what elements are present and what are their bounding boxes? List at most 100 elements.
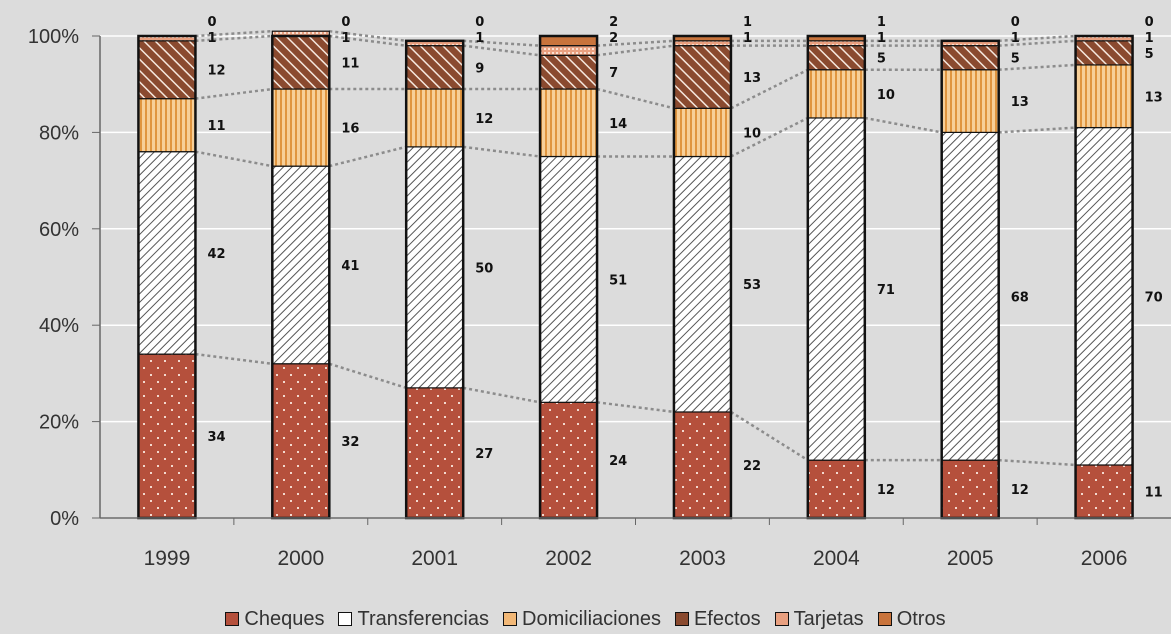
y-tick-label: 0% (50, 508, 79, 530)
trend-transferencias (195, 150, 273, 168)
legend-label-domiciliaciones: Domiciliaciones (522, 607, 661, 630)
bar-efectos-2005 (941, 45, 1000, 71)
bar-efectos-2003 (673, 45, 732, 109)
data-label-cheques-1999: 34 (207, 430, 225, 445)
y-tick-label: 60% (39, 219, 79, 241)
data-label-domiciliaciones-1999: 11 (207, 119, 225, 134)
trend-tarjetas (998, 34, 1076, 43)
data-label-tarjetas-2000: 1 (341, 31, 350, 46)
trend-efectos (329, 34, 407, 47)
bar-cheques-2002 (539, 401, 598, 519)
data-label-efectos-2006: 5 (1145, 47, 1154, 62)
bar-efectos-2006 (1074, 40, 1134, 66)
bar-tarjetas-2002 (539, 45, 598, 56)
data-label-domiciliaciones-2000: 16 (341, 122, 359, 137)
bar-domiciliaciones-2004 (807, 69, 866, 119)
y-tick-label: 40% (39, 315, 79, 337)
data-label-efectos-1999: 12 (207, 64, 225, 79)
bar-transferencias-2004 (807, 117, 866, 461)
data-label-otros-2003: 1 (743, 15, 752, 30)
data-label-transferencias-2002: 51 (609, 273, 627, 288)
data-label-tarjetas-2005: 1 (1011, 31, 1020, 46)
bar-transferencias-2001 (405, 146, 464, 389)
trend-efectos (195, 34, 273, 43)
data-label-efectos-2004: 5 (877, 52, 886, 67)
trend-cheques (328, 362, 407, 390)
legend-item-efectos: Efectos (674, 608, 761, 631)
data-label-efectos-2000: 11 (341, 57, 359, 72)
trend-lines (195, 29, 1076, 467)
legend-item-transferencias: Transferencias (338, 608, 489, 631)
legend-swatch-tarjetas (774, 612, 789, 626)
trend-cheques (195, 352, 273, 366)
data-label-domiciliaciones-2002: 14 (609, 117, 627, 132)
data-label-transferencias-2004: 71 (877, 283, 895, 298)
trend-cheques (730, 410, 809, 462)
trend-tarjetas (329, 29, 407, 43)
data-label-cheques-2004: 12 (877, 483, 895, 498)
legend-item-tarjetas: Tarjetas (774, 608, 864, 631)
data-label-cheques-2000: 32 (341, 435, 359, 450)
trend-cheques (462, 386, 541, 404)
data-label-domiciliaciones-2005: 13 (1011, 95, 1029, 110)
data-label-tarjetas-2006: 1 (1145, 31, 1154, 46)
bar-cheques-2004 (807, 459, 866, 519)
bar-transferencias-2006 (1074, 126, 1134, 466)
data-label-transferencias-2003: 53 (743, 278, 761, 293)
data-label-tarjetas-1999: 1 (207, 31, 216, 46)
data-label-efectos-2003: 13 (743, 71, 761, 86)
data-label-transferencias-2000: 41 (341, 259, 359, 274)
bar-efectos-2000 (271, 35, 330, 90)
legend: Cheques Transferencias Domiciliaciones Efec… (0, 604, 1171, 634)
trend-cheques (998, 458, 1076, 467)
bar-cheques-1999 (137, 353, 197, 519)
data-label-domiciliaciones-2004: 10 (877, 88, 895, 103)
data-label-tarjetas-2002: 2 (609, 31, 618, 46)
trend-transferencias (998, 126, 1076, 134)
data-label-otros-2004: 1 (877, 15, 886, 30)
bar-domiciliaciones-2003 (673, 107, 732, 158)
x-tick-label: 2005 (947, 547, 994, 570)
bar-efectos-1999 (137, 40, 197, 100)
trend-domiciliaciones (195, 87, 273, 100)
trend-domiciliaciones (596, 87, 675, 110)
x-tick-label: 2004 (813, 547, 860, 570)
axes: 0% 20% 40% 60% 80% 100% 1999 2000 2001 2002 2003 20… (28, 26, 1171, 570)
bar-cheques-2005 (941, 459, 1000, 519)
data-label-domiciliaciones-2003: 10 (743, 126, 761, 141)
data-label-tarjetas-2003: 1 (743, 31, 752, 46)
legend-swatch-transferencias (338, 612, 353, 626)
legend-item-cheques: Cheques (225, 608, 324, 631)
bar-domiciliaciones-2002 (539, 88, 598, 158)
data-label-otros-2001: 0 (475, 15, 484, 30)
data-labels: 3442111210324116111027501291024511472222… (207, 15, 1162, 500)
x-tick-label: 2001 (411, 547, 458, 570)
y-tick-label: 20% (39, 412, 79, 434)
bar-cheques-2001 (405, 387, 464, 519)
data-label-cheques-2001: 27 (475, 447, 493, 462)
data-label-domiciliaciones-2006: 13 (1145, 90, 1163, 105)
data-label-transferencias-2006: 70 (1145, 290, 1163, 305)
bar-transferencias-2003 (673, 155, 732, 413)
trend-domiciliaciones (998, 63, 1076, 71)
y-tick-label: 100% (28, 26, 79, 48)
data-label-otros-2006: 0 (1145, 15, 1154, 30)
bar-cheques-2006 (1074, 464, 1134, 519)
data-label-tarjetas-2001: 1 (475, 31, 484, 46)
y-tick-label: 80% (39, 122, 79, 144)
bar-efectos-2004 (807, 45, 866, 71)
bar-transferencias-2002 (539, 155, 598, 403)
legend-item-domiciliaciones: Domiciliaciones (503, 608, 661, 631)
trend-cheques (596, 401, 675, 414)
legend-swatch-otros (877, 612, 892, 626)
x-tick-label: 2002 (545, 547, 592, 570)
data-label-cheques-2003: 22 (743, 459, 761, 474)
trend-transferencias (730, 116, 809, 158)
legend-label-transferencias: Transferencias (357, 607, 490, 630)
data-label-transferencias-1999: 42 (207, 247, 225, 262)
bar-transferencias-2000 (271, 165, 330, 365)
x-tick-label: 2006 (1081, 547, 1128, 570)
trend-transferencias (864, 116, 942, 134)
bar-domiciliaciones-2006 (1074, 64, 1134, 129)
